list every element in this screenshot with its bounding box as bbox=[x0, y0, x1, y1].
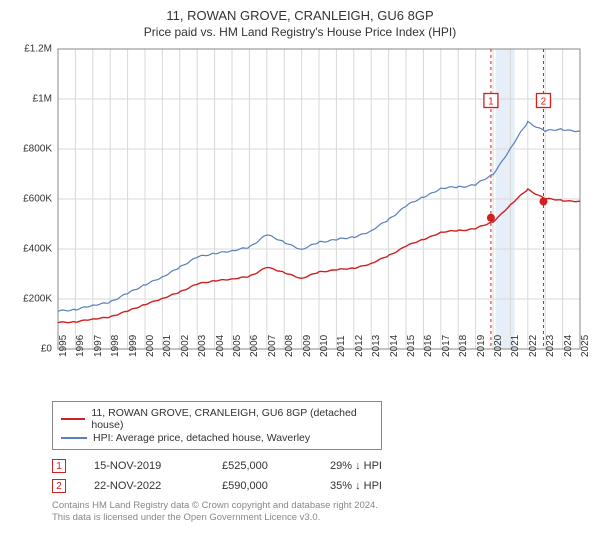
sale-date-2: 22-NOV-2022 bbox=[94, 480, 194, 492]
sale-price-2: £590,000 bbox=[222, 480, 302, 492]
svg-text:2: 2 bbox=[541, 97, 547, 108]
legend-row-property: 11, ROWAN GROVE, CRANLEIGH, GU6 8GP (det… bbox=[61, 407, 373, 431]
sales-row-2: 2 22-NOV-2022 £590,000 35% ↓ HPI bbox=[52, 476, 588, 496]
legend-label-hpi: HPI: Average price, detached house, Wave… bbox=[93, 432, 310, 444]
footer-line-2: This data is licensed under the Open Gov… bbox=[52, 512, 588, 524]
sales-row-1: 1 15-NOV-2019 £525,000 29% ↓ HPI bbox=[52, 456, 588, 476]
y-tick-label: £200K bbox=[12, 294, 52, 305]
y-tick-label: £400K bbox=[12, 244, 52, 255]
legend-swatch-property bbox=[61, 418, 85, 420]
legend-box: 11, ROWAN GROVE, CRANLEIGH, GU6 8GP (det… bbox=[52, 401, 382, 450]
title-line-2: Price paid vs. HM Land Registry's House … bbox=[12, 25, 588, 39]
sale-hpi-1: 29% ↓ HPI bbox=[330, 460, 410, 472]
sales-table: 1 15-NOV-2019 £525,000 29% ↓ HPI 2 22-NO… bbox=[52, 456, 588, 496]
legend-swatch-hpi bbox=[61, 437, 87, 439]
sale-marker-2-label: 2 bbox=[56, 481, 62, 492]
sale-marker-1-label: 1 bbox=[56, 461, 62, 472]
y-tick-label: £1M bbox=[12, 94, 52, 105]
legend-row-hpi: HPI: Average price, detached house, Wave… bbox=[61, 432, 373, 444]
y-tick-label: £800K bbox=[12, 144, 52, 155]
sale-marker-2: 2 bbox=[52, 479, 66, 493]
y-tick-label: £1.2M bbox=[12, 44, 52, 55]
sale-hpi-2: 35% ↓ HPI bbox=[330, 480, 410, 492]
sale-marker-1: 1 bbox=[52, 459, 66, 473]
chart-area: 12 £0£200K£400K£600K£800K£1M£1.2M1995199… bbox=[12, 45, 588, 395]
sale-date-1: 15-NOV-2019 bbox=[94, 460, 194, 472]
chart-titles: 11, ROWAN GROVE, CRANLEIGH, GU6 8GP Pric… bbox=[12, 8, 588, 39]
sale-price-1: £525,000 bbox=[222, 460, 302, 472]
svg-text:1: 1 bbox=[488, 97, 494, 108]
x-tick-label: 2025 bbox=[580, 335, 600, 357]
title-line-1: 11, ROWAN GROVE, CRANLEIGH, GU6 8GP bbox=[12, 8, 588, 23]
legend-label-property: 11, ROWAN GROVE, CRANLEIGH, GU6 8GP (det… bbox=[91, 407, 373, 431]
footer: Contains HM Land Registry data © Crown c… bbox=[52, 500, 588, 524]
y-tick-label: £600K bbox=[12, 194, 52, 205]
y-tick-label: £0 bbox=[12, 344, 52, 355]
footer-line-1: Contains HM Land Registry data © Crown c… bbox=[52, 500, 588, 512]
